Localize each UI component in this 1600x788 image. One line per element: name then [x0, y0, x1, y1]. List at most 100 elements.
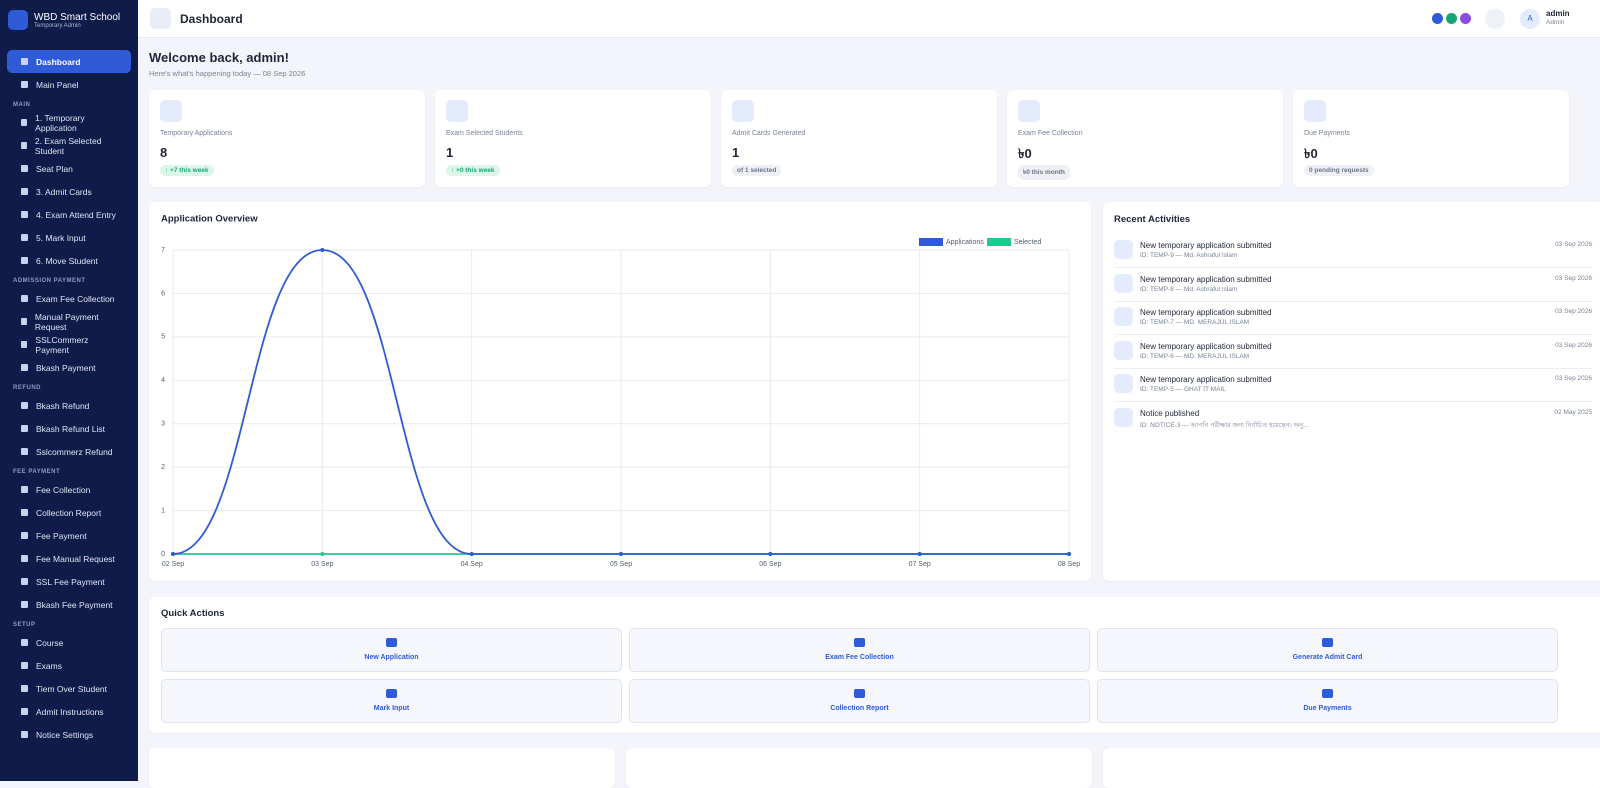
- quick-action[interactable]: Exam Fee Collection: [629, 628, 1090, 672]
- nav-item[interactable]: 4. Exam Attend Entry: [7, 203, 131, 226]
- nav-icon: [21, 685, 28, 692]
- quick-action[interactable]: Generate Admit Card: [1097, 628, 1558, 672]
- action-icon: [854, 689, 865, 698]
- legend-label: Applications: [946, 239, 984, 246]
- theme-dots[interactable]: [1432, 13, 1471, 24]
- nav-label: 4. Exam Attend Entry: [36, 210, 116, 220]
- point: [1067, 552, 1071, 556]
- bottom-card: [1103, 748, 1600, 788]
- nav-label: Course: [36, 638, 63, 648]
- nav-item[interactable]: 2. Exam Selected Student: [7, 134, 131, 157]
- nav-item[interactable]: Bkash Payment: [7, 356, 131, 379]
- nav-icon: [21, 58, 28, 65]
- nav-item[interactable]: Fee Payment: [7, 524, 131, 547]
- activity[interactable]: New temporary application submitted ID: T…: [1114, 336, 1592, 369]
- nav-item[interactable]: Collection Report: [7, 501, 131, 524]
- stat-badge: ↑ +7 this week: [160, 165, 214, 176]
- nav-section: MAIN: [0, 96, 138, 111]
- action-label: Due Payments: [1098, 705, 1557, 712]
- point: [320, 248, 324, 252]
- nav-item[interactable]: Exams: [7, 654, 131, 677]
- activity-sub: ID: TEMP-6 — MD. MERAJUL ISLAM: [1140, 353, 1249, 360]
- x-tick-label: 03 Sep: [311, 561, 333, 568]
- activity-sub: ID: NOTICE-3 — আপনি পরীক্ষার জন্য নির্বা…: [1140, 420, 1309, 431]
- nav-icon: [21, 188, 28, 195]
- nav-label: 1. Temporary Application: [35, 113, 117, 133]
- nav-icon: [21, 341, 27, 348]
- nav-item[interactable]: Dashboard: [7, 50, 131, 73]
- nav-item[interactable]: Bkash Refund: [7, 394, 131, 417]
- nav-item[interactable]: SSLCommerz Payment: [7, 333, 131, 356]
- y-tick-label: 1: [161, 507, 165, 514]
- content: Welcome back, admin! Here's what's happe…: [138, 38, 1600, 781]
- stat-value: 1: [732, 145, 739, 160]
- quick-action[interactable]: Due Payments: [1097, 679, 1558, 723]
- x-tick-label: 05 Sep: [610, 561, 632, 568]
- nav-item[interactable]: 3. Admit Cards: [7, 180, 131, 203]
- menu-button[interactable]: [150, 8, 171, 29]
- quick-action[interactable]: Mark Input: [161, 679, 622, 723]
- nav-item[interactable]: Admit Instructions: [7, 700, 131, 723]
- nav-label: Notice Settings: [36, 730, 93, 740]
- action-label: New Application: [162, 654, 621, 661]
- y-tick-label: 5: [161, 334, 165, 341]
- quick-action[interactable]: New Application: [161, 628, 622, 672]
- topbar: Dashboard A admin Admin: [138, 0, 1600, 38]
- nav-item[interactable]: Notice Settings: [7, 723, 131, 746]
- nav-item[interactable]: 1. Temporary Application: [7, 111, 131, 134]
- activity-icon: [1114, 408, 1133, 427]
- nav-icon: [21, 486, 28, 493]
- dot[interactable]: [1460, 13, 1471, 24]
- stat-icon: [1304, 100, 1326, 122]
- nav-item[interactable]: Bkash Refund List: [7, 417, 131, 440]
- user-role: Admin: [1546, 19, 1564, 26]
- activity-sub: ID: TEMP-8 — Md. Ashraful Islam: [1140, 286, 1237, 293]
- brand[interactable]: WBD Smart School Temporary Admin: [0, 0, 138, 40]
- nav-icon: [21, 234, 28, 241]
- logo: [8, 10, 28, 30]
- nav-item[interactable]: Bkash Fee Payment: [7, 593, 131, 616]
- nav-item[interactable]: Sslcommerz Refund: [7, 440, 131, 463]
- point: [918, 552, 922, 556]
- legend-swatch: [987, 238, 1011, 246]
- stat-icon: [160, 100, 182, 122]
- nav-item[interactable]: Tiem Over Student: [7, 677, 131, 700]
- point: [320, 552, 324, 556]
- nav-icon: [21, 211, 28, 218]
- nav-item[interactable]: Exam Fee Collection: [7, 287, 131, 310]
- nav-label: Sslcommerz Refund: [36, 447, 113, 457]
- nav-item[interactable]: Fee Collection: [7, 478, 131, 501]
- dot[interactable]: [1432, 13, 1443, 24]
- avatar[interactable]: A: [1520, 9, 1540, 29]
- nav-item[interactable]: Fee Manual Request: [7, 547, 131, 570]
- chart-title: Application Overview: [161, 214, 258, 225]
- nav-item[interactable]: Seat Plan: [7, 157, 131, 180]
- dot[interactable]: [1446, 13, 1457, 24]
- y-tick-label: 0: [161, 551, 165, 558]
- activities-card: Recent Activities New temporary applicat…: [1103, 202, 1600, 581]
- activity-sub: ID: TEMP-9 — Md. Ashraful Islam: [1140, 252, 1237, 259]
- user-name: admin: [1546, 9, 1570, 18]
- activity-title: New temporary application submitted: [1140, 342, 1272, 351]
- nav-item[interactable]: SSL Fee Payment: [7, 570, 131, 593]
- nav-item[interactable]: Main Panel: [7, 73, 131, 96]
- nav-item[interactable]: Manual Payment Request: [7, 310, 131, 333]
- nav-item[interactable]: 6. Move Student: [7, 249, 131, 272]
- nav-label: 5. Mark Input: [36, 233, 86, 243]
- nav-section: ADMISSION PAYMENT: [0, 272, 138, 287]
- nav-label: Tiem Over Student: [36, 684, 107, 694]
- quick-action[interactable]: Collection Report: [629, 679, 1090, 723]
- nav-item[interactable]: Course: [7, 631, 131, 654]
- nav-section: REFUND: [0, 379, 138, 394]
- nav-icon: [21, 119, 27, 126]
- stat-value: 8: [160, 145, 167, 160]
- nav-label: Seat Plan: [36, 164, 73, 174]
- nav-icon: [21, 662, 28, 669]
- nav-item[interactable]: 5. Mark Input: [7, 226, 131, 249]
- bell[interactable]: [1485, 9, 1505, 29]
